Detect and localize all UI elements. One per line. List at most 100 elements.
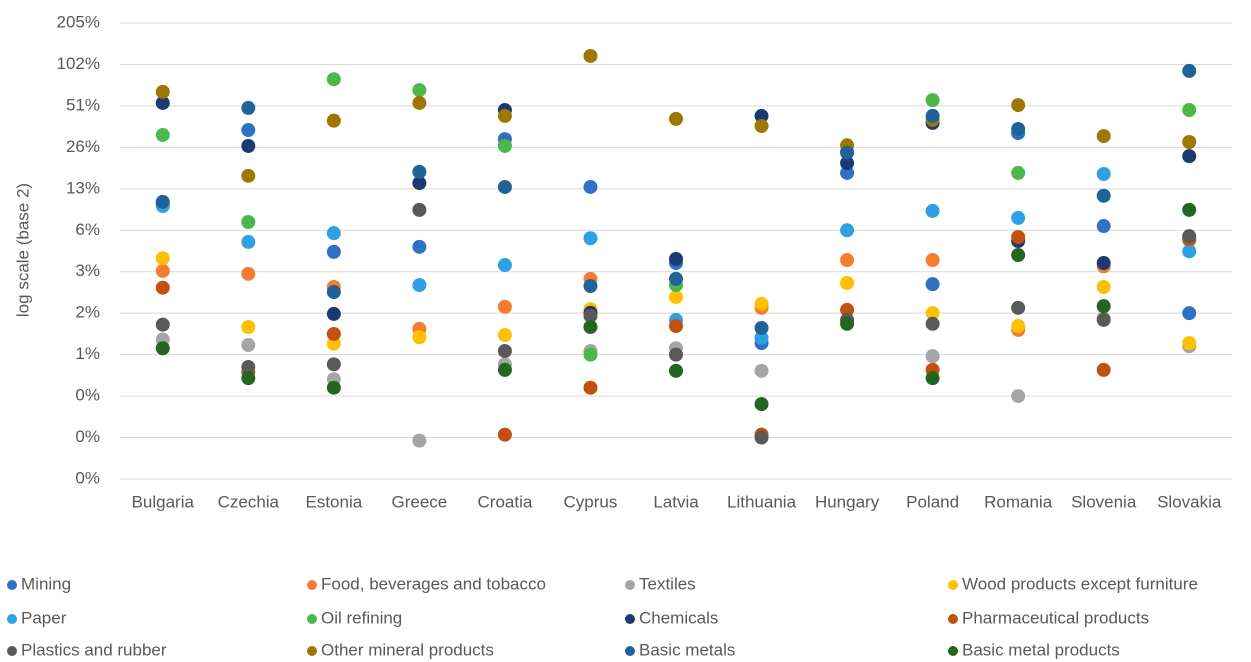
legend-marker (307, 580, 317, 590)
dot (412, 202, 427, 217)
dot (1011, 98, 1026, 113)
dot (1096, 362, 1111, 377)
dot (1011, 165, 1026, 180)
dot (925, 316, 940, 331)
dot (583, 179, 598, 194)
legend-marker (625, 646, 635, 656)
x-tick-label: Croatia (478, 492, 533, 511)
dot (241, 337, 256, 352)
dot (155, 280, 170, 295)
dot (326, 336, 341, 351)
legend-label: Mining (21, 574, 71, 593)
dot (1011, 300, 1026, 315)
dot (326, 326, 341, 341)
dot (1096, 256, 1111, 271)
dot (412, 433, 427, 448)
dot (412, 176, 427, 191)
y-tick-label: 2% (75, 303, 100, 322)
dot (497, 427, 512, 442)
dot (1096, 299, 1111, 314)
legend-marker (7, 646, 17, 656)
dot (1182, 103, 1197, 118)
dot (754, 397, 769, 412)
dot (669, 271, 683, 286)
dot (155, 194, 170, 209)
dot (155, 95, 170, 110)
legend-label: Basic metals (639, 640, 735, 659)
dot (669, 251, 683, 266)
dot (1182, 229, 1197, 244)
dot (1182, 244, 1197, 259)
dot (925, 253, 940, 268)
dot (326, 285, 341, 300)
dot (326, 380, 341, 395)
y-tick-label: 13% (66, 178, 100, 197)
legend-label: Textiles (639, 574, 696, 593)
dot (497, 258, 512, 273)
dot (840, 165, 855, 180)
dot (241, 123, 256, 138)
dot (1096, 188, 1111, 203)
dot (1182, 63, 1197, 78)
dot (754, 320, 769, 335)
dot (497, 328, 512, 343)
dot (669, 319, 683, 334)
dot (155, 84, 170, 99)
legend-marker (948, 614, 958, 624)
x-tick-label: Latvia (653, 492, 699, 511)
legend-label: Other mineral products (321, 640, 494, 659)
legend-marker (307, 646, 317, 656)
dot (583, 347, 598, 362)
dot (241, 360, 256, 375)
x-tick-label: Cyprus (564, 492, 618, 511)
dot (155, 127, 170, 142)
y-axis-label: log scale (base 2) (13, 183, 32, 317)
dot (583, 308, 598, 323)
y-tick-label: 1% (75, 344, 100, 363)
dot (840, 316, 855, 331)
dot (1096, 219, 1111, 234)
legend-label: Oil refining (321, 608, 402, 627)
legend-marker (7, 580, 17, 590)
dot (241, 234, 256, 249)
dot (497, 179, 512, 194)
y-tick-label: 3% (75, 261, 100, 280)
dot (1182, 306, 1197, 321)
legend-marker (7, 614, 17, 624)
dot (497, 299, 512, 314)
dot (840, 253, 855, 268)
dot (669, 363, 683, 378)
dot (754, 330, 769, 345)
y-tick-label: 102% (57, 54, 100, 73)
dot (925, 203, 940, 218)
dot (754, 108, 769, 123)
dot (1011, 319, 1026, 334)
dot (326, 357, 341, 372)
legend-label: Paper (21, 608, 67, 627)
dot (754, 296, 769, 311)
x-tick-label: Slovakia (1157, 492, 1222, 511)
dot (669, 347, 683, 362)
dot (840, 156, 855, 171)
dot (241, 319, 256, 334)
dot (412, 164, 427, 179)
dot (326, 113, 341, 128)
dot (669, 111, 683, 126)
dot (412, 83, 427, 98)
x-tick-label: Estonia (305, 492, 362, 511)
y-tick-label: 0% (75, 386, 100, 405)
dot (1096, 312, 1111, 327)
dot (326, 306, 341, 321)
dot (925, 93, 940, 108)
x-tick-label: Poland (906, 492, 959, 511)
dot (155, 317, 170, 332)
x-tick-label: Bulgaria (132, 492, 195, 511)
legend-label: Food, beverages and tobacco (321, 574, 546, 593)
dot (155, 341, 170, 356)
dot (1011, 389, 1026, 404)
dot (754, 118, 769, 133)
dot (1096, 166, 1111, 181)
y-tick-label: 0% (75, 468, 100, 487)
legend-marker (625, 580, 635, 590)
